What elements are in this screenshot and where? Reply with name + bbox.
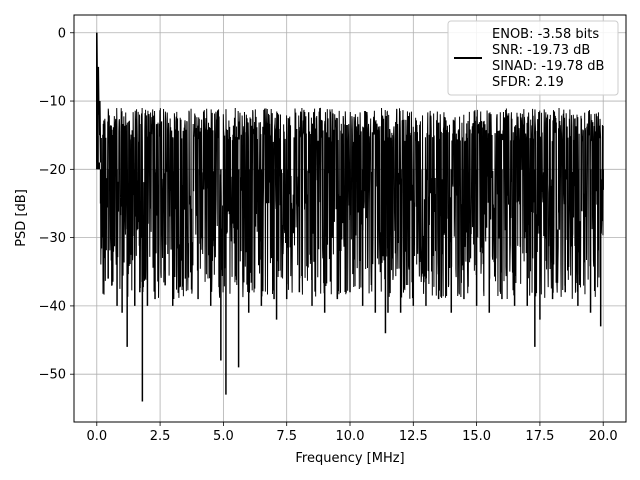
legend: ENOB: -3.58 bits SNR: -19.73 dB SINAD: -… bbox=[447, 20, 619, 96]
x-tick-label: 0.0 bbox=[86, 429, 107, 444]
x-tick-label: 10.0 bbox=[336, 429, 365, 444]
y-tick-label: −50 bbox=[39, 368, 66, 383]
y-tick-label: −30 bbox=[39, 231, 66, 246]
x-tick-label: 20.0 bbox=[589, 429, 618, 444]
x-tick-label: 12.5 bbox=[399, 429, 428, 444]
dc-peak bbox=[96, 32, 102, 163]
series-layer bbox=[96, 32, 604, 402]
y-tick-label: 0 bbox=[58, 26, 66, 41]
legend-line-4: SFDR: 2.19 bbox=[492, 75, 564, 90]
y-axis: 0 −10 −20 −30 −40 −50 bbox=[39, 26, 74, 383]
y-axis-label: PSD [dB] bbox=[14, 189, 29, 247]
x-axis-label: Frequency [MHz] bbox=[295, 451, 404, 466]
psd-noise-trace bbox=[100, 107, 604, 300]
x-tick-label: 2.5 bbox=[150, 429, 171, 444]
x-tick-label: 5.0 bbox=[213, 429, 234, 444]
y-tick-label: −10 bbox=[39, 95, 66, 110]
y-tick-label: −40 bbox=[39, 299, 66, 314]
legend-box bbox=[447, 20, 619, 96]
x-axis: 0.0 2.5 5.0 7.5 10.0 12.5 15.0 17.5 20.0 bbox=[86, 422, 618, 444]
legend-line-2: SNR: -19.73 dB bbox=[492, 43, 590, 58]
x-tick-label: 15.0 bbox=[462, 429, 491, 444]
legend-line-3: SINAD: -19.78 dB bbox=[492, 59, 604, 74]
legend-line-1: ENOB: -3.58 bits bbox=[492, 27, 599, 42]
y-tick-label: −20 bbox=[39, 163, 66, 178]
x-tick-label: 17.5 bbox=[525, 429, 554, 444]
x-tick-label: 7.5 bbox=[276, 429, 297, 444]
